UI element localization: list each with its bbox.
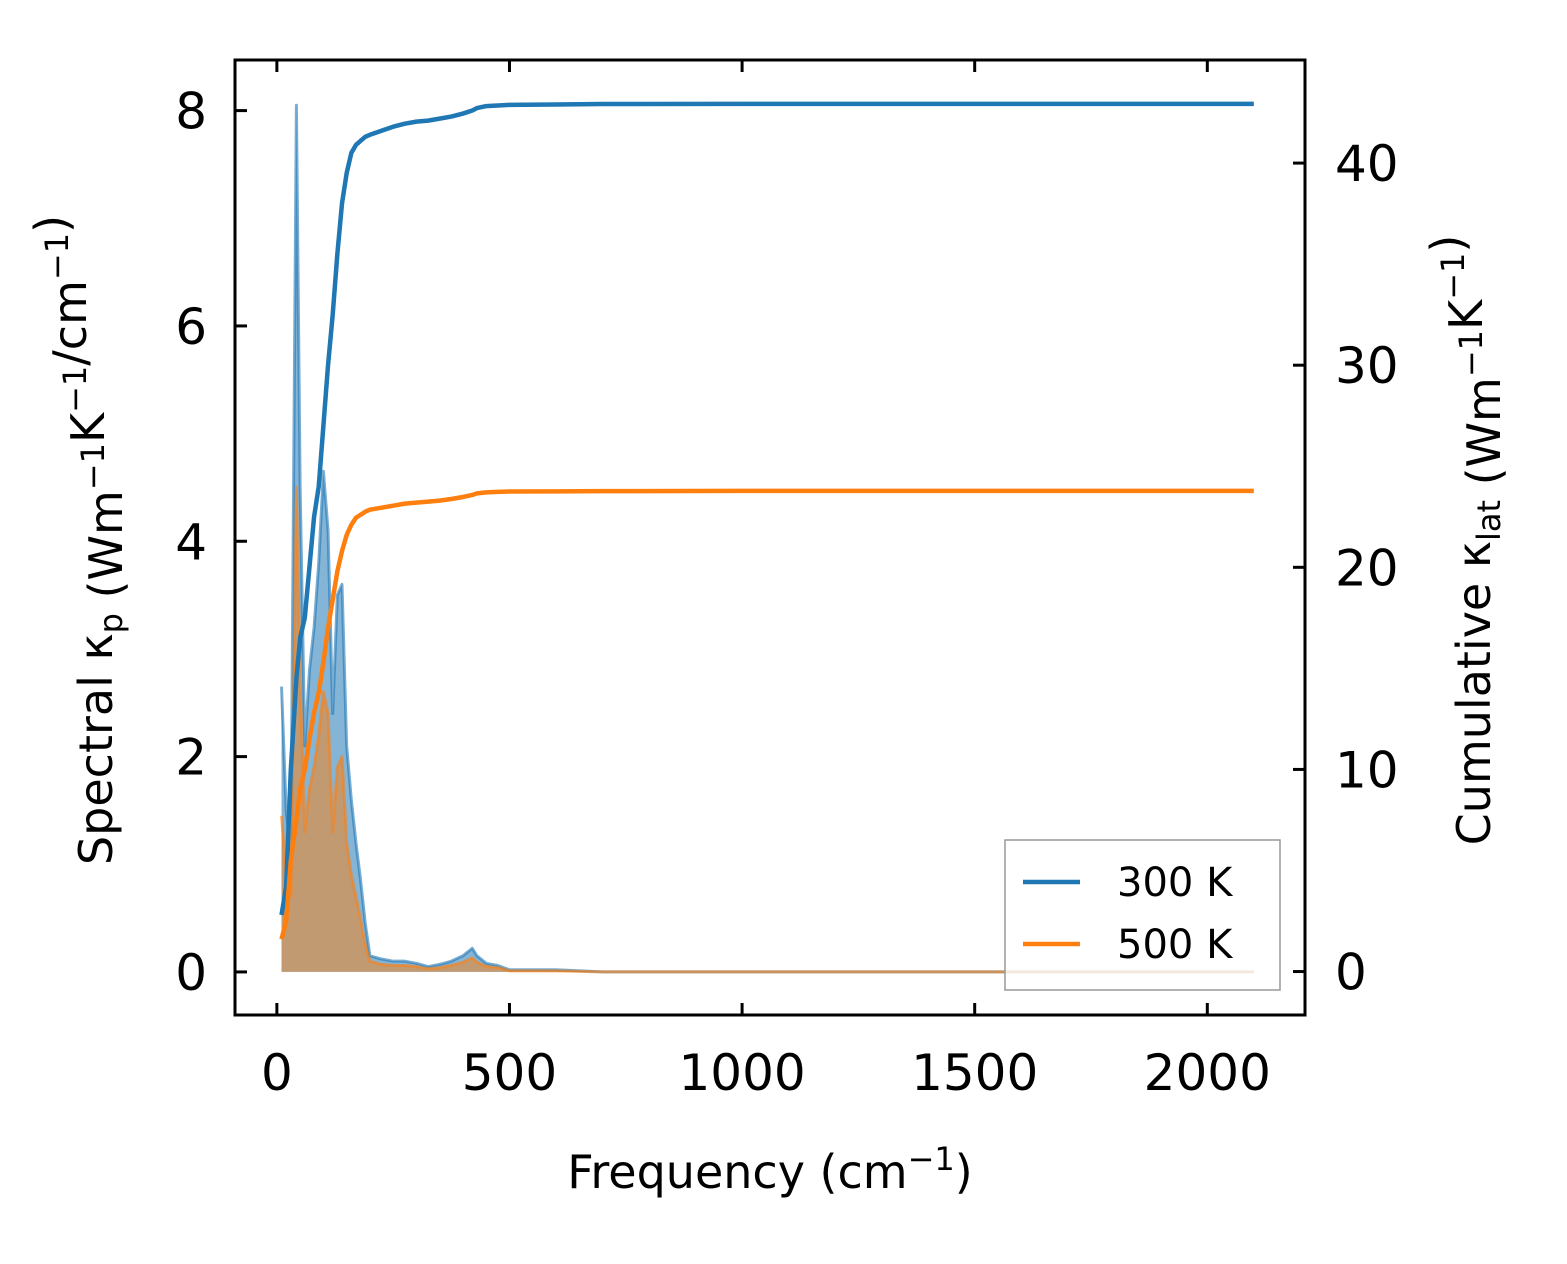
label-text: ) — [25, 215, 79, 233]
x-tick-label: 1000 — [678, 1044, 805, 1102]
subscript: lat — [1470, 500, 1508, 541]
x-tick-label: 500 — [462, 1044, 557, 1102]
x-axis-title-tail: ) — [955, 1145, 973, 1199]
x-axis-title-main: Frequency (cm — [567, 1145, 907, 1199]
label-text: Cumulative κ — [1447, 541, 1501, 845]
x-tick-label: 0 — [261, 1044, 293, 1102]
label-text: K — [61, 411, 115, 443]
spectral-line-500k — [280, 485, 1254, 974]
superscript: −1 — [1452, 330, 1490, 377]
superscript: −1 — [38, 233, 76, 280]
right-y-tick-label: 0 — [1335, 944, 1367, 1002]
x-tick-label: 2000 — [1144, 1044, 1271, 1102]
left-y-axis: 0 2 4 6 8 — [175, 83, 247, 1002]
label-text: ) — [1421, 235, 1475, 253]
right-y-axis-title: Cumulative κlat (Wm−1K−1) — [1421, 235, 1511, 846]
superscript: −1 — [74, 443, 112, 490]
axes-frame — [233, 58, 1307, 1017]
left-y-tick-label: 8 — [175, 83, 207, 141]
right-y-tick-label: 10 — [1335, 741, 1399, 799]
label-text: Spectral κ — [69, 633, 123, 865]
x-axis-title: Frequency (cm−1) — [567, 1140, 972, 1199]
cumulative-line-500k — [279, 488, 1254, 940]
label-text: /cm — [43, 280, 97, 366]
cumulative-line-300k — [279, 101, 1254, 916]
right-y-axis: 0 10 20 30 40 — [1293, 135, 1399, 1002]
spectral-line-300k — [280, 103, 1254, 974]
label-text: K — [1439, 298, 1493, 330]
label-text: (Wm — [1457, 377, 1511, 500]
left-y-tick-label: 0 — [175, 944, 207, 1002]
plot-frame — [233, 58, 1307, 1017]
legend: 300 K 500 K — [1004, 839, 1281, 991]
subscript: p — [92, 613, 130, 633]
x-axis: 0 500 1000 1500 2000 — [261, 60, 1271, 1102]
plot-area — [279, 101, 1254, 974]
x-axis-title-superscript: −1 — [908, 1140, 955, 1178]
superscript: −1 — [1434, 253, 1472, 300]
left-y-tick-label: 4 — [175, 513, 207, 571]
legend-box — [1004, 839, 1281, 991]
x-tick-label: 1500 — [911, 1044, 1038, 1102]
right-y-tick-label: 40 — [1335, 135, 1399, 193]
legend-label: 500 K — [1117, 922, 1234, 968]
left-y-tick-label: 2 — [175, 729, 207, 787]
label-text: (Wm — [79, 490, 133, 613]
left-y-tick-label: 6 — [175, 298, 207, 356]
legend-label: 300 K — [1117, 860, 1234, 906]
superscript: −1 — [56, 366, 94, 413]
right-y-tick-label: 20 — [1335, 539, 1399, 597]
right-y-tick-label: 30 — [1335, 337, 1399, 395]
left-y-axis-title: Spectral κp (Wm−1K−1/cm−1) — [25, 215, 133, 865]
